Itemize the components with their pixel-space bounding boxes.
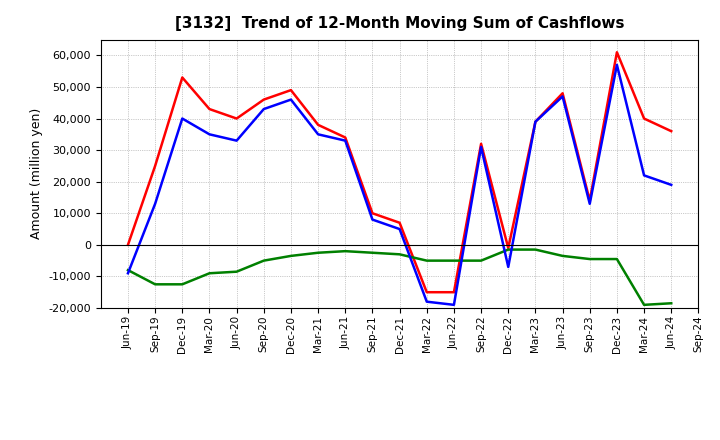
Free Cashflow	[314, 132, 323, 137]
Free Cashflow	[558, 94, 567, 99]
Investing Cashflow	[178, 282, 186, 287]
Operating Cashflow	[395, 220, 404, 225]
Operating Cashflow	[368, 211, 377, 216]
Investing Cashflow	[150, 282, 159, 287]
Investing Cashflow	[423, 258, 431, 263]
Investing Cashflow	[259, 258, 268, 263]
Investing Cashflow	[233, 269, 241, 274]
Line: Operating Cashflow: Operating Cashflow	[128, 52, 671, 292]
Investing Cashflow	[287, 253, 295, 259]
Free Cashflow	[150, 201, 159, 206]
Free Cashflow	[531, 119, 540, 125]
Investing Cashflow	[531, 247, 540, 252]
Free Cashflow	[477, 144, 485, 150]
Operating Cashflow	[531, 119, 540, 125]
Investing Cashflow	[667, 301, 675, 306]
Operating Cashflow	[585, 198, 594, 203]
Operating Cashflow	[150, 163, 159, 169]
Investing Cashflow	[368, 250, 377, 255]
Free Cashflow	[585, 201, 594, 206]
Operating Cashflow	[423, 290, 431, 295]
Operating Cashflow	[259, 97, 268, 102]
Line: Free Cashflow: Free Cashflow	[128, 65, 671, 305]
Operating Cashflow	[640, 116, 649, 121]
Investing Cashflow	[341, 249, 350, 254]
Free Cashflow	[449, 302, 458, 308]
Operating Cashflow	[233, 116, 241, 121]
Investing Cashflow	[585, 257, 594, 262]
Title: [3132]  Trend of 12-Month Moving Sum of Cashflows: [3132] Trend of 12-Month Moving Sum of C…	[175, 16, 624, 32]
Free Cashflow	[205, 132, 214, 137]
Operating Cashflow	[449, 290, 458, 295]
Operating Cashflow	[558, 91, 567, 96]
Investing Cashflow	[449, 258, 458, 263]
Operating Cashflow	[314, 122, 323, 128]
Investing Cashflow	[477, 258, 485, 263]
Free Cashflow	[368, 217, 377, 222]
Free Cashflow	[667, 182, 675, 187]
Operating Cashflow	[613, 50, 621, 55]
Line: Investing Cashflow: Investing Cashflow	[128, 249, 671, 305]
Operating Cashflow	[504, 246, 513, 251]
Operating Cashflow	[205, 106, 214, 112]
Free Cashflow	[233, 138, 241, 143]
Free Cashflow	[341, 138, 350, 143]
Free Cashflow	[124, 271, 132, 276]
Free Cashflow	[423, 299, 431, 304]
Y-axis label: Amount (million yen): Amount (million yen)	[30, 108, 43, 239]
Free Cashflow	[640, 173, 649, 178]
Operating Cashflow	[667, 128, 675, 134]
Investing Cashflow	[314, 250, 323, 255]
Operating Cashflow	[341, 135, 350, 140]
Free Cashflow	[395, 227, 404, 232]
Investing Cashflow	[395, 252, 404, 257]
Investing Cashflow	[613, 257, 621, 262]
Investing Cashflow	[504, 247, 513, 252]
Free Cashflow	[613, 62, 621, 67]
Operating Cashflow	[477, 141, 485, 147]
Free Cashflow	[504, 264, 513, 270]
Investing Cashflow	[205, 271, 214, 276]
Operating Cashflow	[287, 88, 295, 93]
Investing Cashflow	[124, 268, 132, 273]
Free Cashflow	[259, 106, 268, 112]
Investing Cashflow	[558, 253, 567, 259]
Free Cashflow	[287, 97, 295, 102]
Operating Cashflow	[178, 75, 186, 80]
Investing Cashflow	[640, 302, 649, 308]
Operating Cashflow	[124, 242, 132, 247]
Free Cashflow	[178, 116, 186, 121]
